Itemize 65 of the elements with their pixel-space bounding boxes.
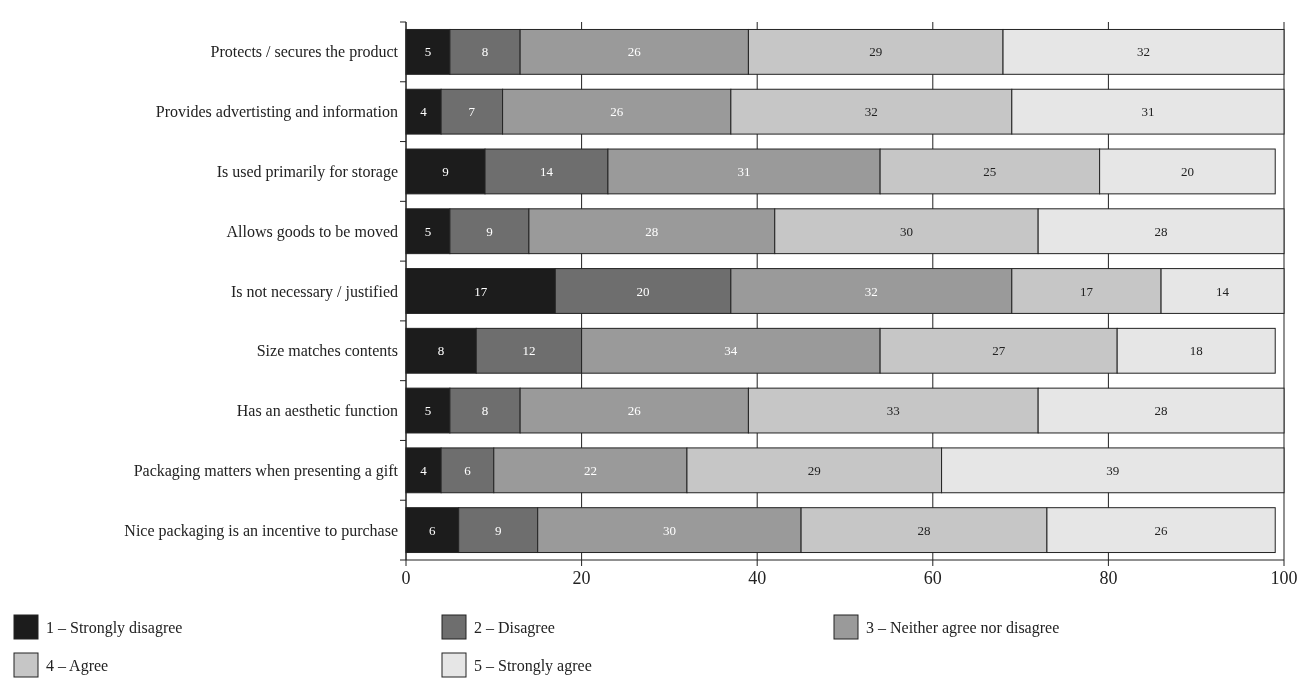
data-label: 20	[636, 283, 650, 299]
data-label: 8	[481, 403, 489, 419]
y-tick-label: Provides advertisting and information	[155, 103, 398, 122]
legend-label: 2 – Disagree	[474, 618, 555, 637]
data-label: 26	[627, 403, 642, 419]
data-label: 6	[464, 462, 472, 478]
data-label: 6	[429, 522, 437, 538]
legend-label: 5 – Strongly agree	[474, 656, 592, 675]
data-label: 4	[420, 104, 428, 120]
data-label: 14	[539, 163, 554, 179]
data-label: 9	[494, 522, 502, 538]
data-label: 8	[481, 44, 489, 60]
data-label: 28	[645, 223, 659, 239]
data-label: 28	[1154, 403, 1168, 419]
data-label: 17	[1079, 283, 1094, 299]
data-label: 28	[917, 522, 931, 538]
data-label: 30	[899, 223, 913, 239]
data-label: 39	[1106, 462, 1120, 478]
x-tick-label: 0	[401, 568, 411, 588]
data-label: 9	[486, 223, 493, 239]
data-label: 9	[442, 163, 449, 179]
y-tick-label: Protects / secures the product	[210, 43, 399, 62]
data-label: 8	[437, 343, 445, 359]
data-label: 20	[1180, 163, 1194, 179]
data-label: 25	[983, 163, 997, 179]
data-label: 17	[474, 283, 488, 299]
x-tick-label: 40	[748, 568, 767, 588]
data-label: 34	[724, 343, 738, 359]
legend-label: 3 – Neither agree nor disagree	[866, 618, 1060, 637]
data-label: 30	[662, 522, 676, 538]
y-tick-label: Is used primarily for storage	[216, 163, 398, 182]
data-label: 26	[1154, 522, 1169, 538]
x-tick-label: 20	[572, 568, 591, 588]
y-tick-label: Size matches contents	[256, 342, 398, 360]
y-tick-label: Nice packaging is an incentive to purchase	[124, 521, 398, 540]
data-label: 14	[1216, 283, 1230, 299]
legend-label: 4 – Agree	[46, 656, 109, 675]
data-label: 5	[424, 223, 432, 239]
data-label: 27	[992, 343, 1006, 359]
data-label: 26	[610, 104, 624, 120]
data-label: 26	[627, 44, 642, 60]
data-label: 31	[1141, 104, 1155, 120]
legend-label: 1 – Strongly disagree	[46, 618, 183, 637]
data-label: 28	[1154, 223, 1168, 239]
data-label: 7	[468, 104, 476, 120]
y-tick-label: Has an aesthetic function	[236, 402, 398, 420]
data-label: 31	[737, 163, 751, 179]
x-tick-label: 100	[1270, 568, 1298, 588]
data-label: 33	[886, 403, 900, 419]
data-label: 32	[864, 104, 878, 120]
y-tick-label: Is not necessary / justified	[230, 282, 398, 301]
x-tick-label: 60	[923, 568, 942, 588]
data-label: 32	[864, 283, 878, 299]
data-label: 5	[424, 403, 432, 419]
data-label: 29	[869, 44, 883, 60]
y-tick-label: Allows goods to be moved	[226, 222, 398, 241]
data-label: 29	[807, 462, 821, 478]
x-tick-label: 80	[1099, 568, 1118, 588]
data-label: 12	[522, 343, 536, 359]
y-tick-label: Packaging matters when presenting a gift	[133, 461, 399, 480]
data-label: 32	[1137, 44, 1151, 60]
data-label: 18	[1189, 343, 1203, 359]
data-label: 22	[583, 462, 597, 478]
data-label: 5	[424, 44, 432, 60]
data-label: 4	[420, 462, 428, 478]
